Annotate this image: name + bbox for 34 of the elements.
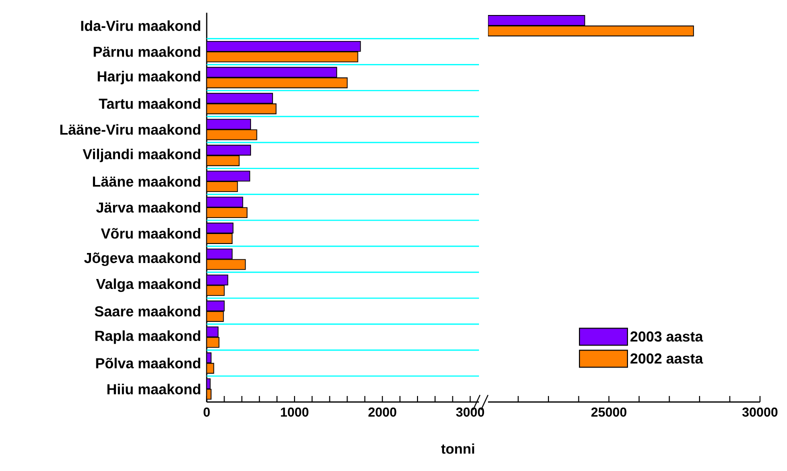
legend-label: 2002 aasta — [630, 353, 704, 364]
y-tick-label: Hiiu maakond — [107, 384, 200, 394]
y-tick-label: Saare maakond — [94, 306, 200, 316]
bar — [206, 129, 258, 140]
bar — [206, 92, 273, 104]
y-tick-label: Tartu maakond — [98, 98, 200, 109]
y-tick-label: Võru maakond — [100, 228, 200, 239]
x-tick-label: 2000 — [368, 408, 396, 417]
x-tick-label: 0 — [204, 408, 210, 417]
bar — [206, 40, 361, 52]
legend-label: 2003 aasta — [630, 331, 704, 342]
y-tick-label: Pärnu maakond — [94, 46, 200, 57]
y-tick-label: Lääne-Viru maakond — [60, 124, 200, 135]
x-tick-label: 3000 — [456, 408, 484, 417]
bar — [206, 51, 358, 62]
y-tick-label: Põlva maakond — [96, 358, 200, 368]
y-tick-label: Valga maakond — [96, 278, 200, 292]
x-tick-label: 1000 — [280, 408, 308, 417]
y-tick-label: Rapla maakond — [95, 330, 200, 344]
y-tick-label: Ida-Viru maakond — [81, 20, 200, 31]
y-tick-label: Harju maakond — [98, 70, 200, 84]
y-tick-label: Jõgeva maakond — [84, 252, 200, 266]
y-tick-label: Järva maakond — [96, 202, 200, 213]
bar — [206, 77, 348, 88]
bar — [206, 155, 240, 166]
x-tick-label: 30000 — [742, 408, 778, 417]
x-axis-title: tonni — [441, 444, 474, 454]
x-tick-label: 25000 — [591, 408, 626, 417]
bar — [206, 103, 276, 114]
bar — [206, 144, 252, 156]
bar — [206, 118, 252, 130]
y-tick-label: Lääne maakond — [92, 176, 200, 187]
bar — [206, 66, 338, 78]
y-tick-label: Viljandi maakond — [82, 148, 200, 162]
